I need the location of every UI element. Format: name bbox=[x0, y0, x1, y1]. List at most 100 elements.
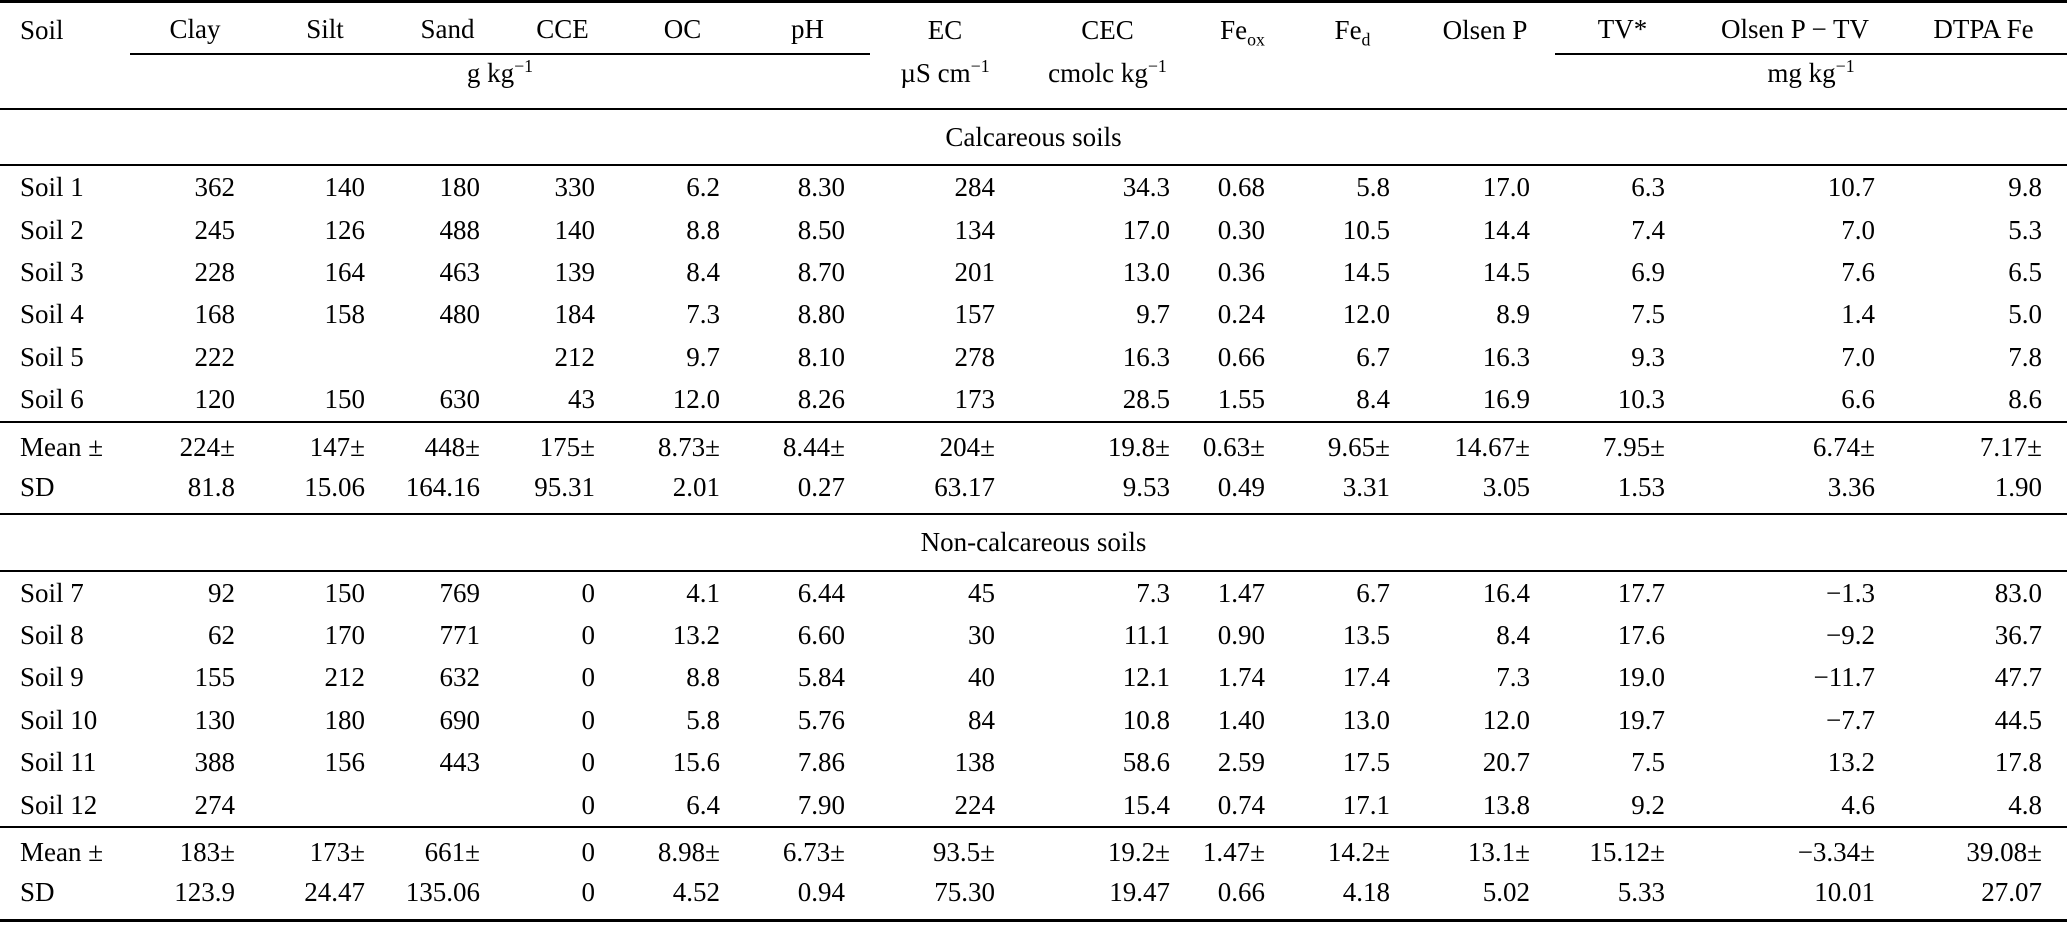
value-cell: 8.80 bbox=[797, 299, 845, 330]
value-cell: 158 bbox=[324, 299, 366, 330]
value-cell: 8.8 bbox=[686, 662, 720, 693]
value-cell: −11.7 bbox=[1813, 662, 1875, 693]
value-cell: 6.60 bbox=[797, 620, 845, 651]
value-cell: 8.70 bbox=[797, 256, 845, 287]
value-cell: 12.0 bbox=[1342, 299, 1390, 330]
value-cell: 7.3 bbox=[686, 299, 720, 330]
value-cell: 632 bbox=[439, 662, 481, 693]
value-cell: 156 bbox=[324, 747, 366, 778]
units-row: g kg−1 µS cm−1 cmolc kg−1 mg kg−1 bbox=[0, 54, 2067, 110]
value-cell: 175± bbox=[505, 420, 620, 467]
value-cell: 8.4 bbox=[1496, 620, 1530, 651]
value-cell: 6.7 bbox=[1356, 577, 1390, 608]
value-cell: 0.66 bbox=[1217, 341, 1265, 372]
value-cell: 362 bbox=[194, 172, 236, 203]
value-cell: 4.6 bbox=[1841, 789, 1875, 820]
value-cell: 0.90 bbox=[1217, 620, 1265, 651]
value-cell: 134 bbox=[954, 214, 996, 245]
value-cell: 14.5 bbox=[1482, 256, 1530, 287]
value-cell bbox=[260, 784, 390, 827]
value-cell: 0 bbox=[505, 826, 620, 873]
value-cell: 3.05 bbox=[1415, 466, 1555, 516]
value-cell: 9.7 bbox=[686, 341, 720, 372]
value-cell: 11.1 bbox=[1123, 620, 1170, 651]
value-cell: 0.27 bbox=[745, 466, 870, 516]
column-header-oc: OC bbox=[620, 1, 745, 56]
value-cell: 130 bbox=[194, 704, 236, 735]
value-cell: 330 bbox=[554, 172, 596, 203]
value-cell: 135.06 bbox=[390, 872, 505, 922]
soil-row: Soil 10 130 180 690 0 5.8 5.76 84 10.8 1.40 13.0 12… bbox=[0, 699, 2067, 741]
value-cell: 10.8 bbox=[1122, 704, 1170, 735]
value-cell: 0 bbox=[581, 662, 596, 693]
unit-exponent: −1 bbox=[1835, 56, 1855, 77]
value-cell: 83.0 bbox=[1994, 577, 2042, 608]
value-cell: 28.5 bbox=[1122, 384, 1170, 415]
row-label: Soil 9 bbox=[20, 662, 84, 693]
value-cell: 224 bbox=[954, 789, 996, 820]
value-cell: 690 bbox=[439, 704, 481, 735]
value-cell: 9.53 bbox=[1020, 466, 1195, 516]
value-cell: 9.2 bbox=[1631, 789, 1665, 820]
value-cell: 62 bbox=[208, 620, 235, 651]
soil-row: Soil 1 362 140 180 330 6.2 8.30 284 34.3 0.68 5.8 1… bbox=[0, 165, 2067, 208]
row-label: Soil 5 bbox=[20, 341, 84, 372]
value-cell: 7.3 bbox=[1136, 577, 1170, 608]
value-cell: 120 bbox=[194, 384, 236, 415]
fed-label: Fe bbox=[1334, 14, 1362, 45]
column-labels-row: Soil Clay Silt Sand CCE OC pH EC CEC Feo… bbox=[0, 1, 2067, 56]
unit-exponent: −1 bbox=[970, 55, 990, 76]
value-cell: 2.59 bbox=[1217, 747, 1265, 778]
unit-text: g kg bbox=[466, 58, 515, 89]
value-cell: 4.1 bbox=[686, 577, 720, 608]
value-cell: 6.5 bbox=[2008, 256, 2042, 287]
value-cell: 274 bbox=[194, 789, 236, 820]
table-header: Soil Clay Silt Sand CCE OC pH EC CEC Feo… bbox=[0, 1, 2067, 110]
unit-exponent: −1 bbox=[514, 56, 534, 77]
value-cell: 0 bbox=[581, 747, 596, 778]
value-cell: 138 bbox=[954, 747, 996, 778]
value-cell: 34.3 bbox=[1122, 172, 1170, 203]
value-cell: 92 bbox=[208, 577, 235, 608]
feox-subscript: ox bbox=[1247, 28, 1265, 49]
value-cell: 93.5± bbox=[870, 826, 1020, 873]
value-cell: 15.6 bbox=[672, 747, 720, 778]
value-cell: 150 bbox=[324, 384, 366, 415]
value-cell: 443 bbox=[439, 747, 481, 778]
value-cell: 164 bbox=[324, 256, 366, 287]
value-cell: 7.17± bbox=[1900, 420, 2067, 467]
value-cell: 1.47 bbox=[1217, 577, 1265, 608]
units-empty-fe bbox=[1195, 54, 1555, 110]
value-cell: 9.3 bbox=[1631, 341, 1665, 372]
value-cell: 5.3 bbox=[2008, 214, 2042, 245]
soil-row: Soil 2 245 126 488 140 8.8 8.50 134 17.0 0.30 10.5… bbox=[0, 209, 2067, 251]
value-cell: 480 bbox=[439, 299, 481, 330]
value-cell: 8.73± bbox=[620, 420, 745, 467]
value-cell: 16.3 bbox=[1482, 341, 1530, 372]
value-cell: 9.65± bbox=[1290, 420, 1415, 467]
sd-row: SD 123.9 24.47 135.06 0 4.52 0.94 75.30 19.47 0.6… bbox=[0, 872, 2067, 922]
value-cell: 1.55 bbox=[1217, 384, 1265, 415]
column-header-ph: pH bbox=[745, 1, 870, 56]
table-body: Calcareous soils Soil 1 362 140 180 330 6.2 8.3… bbox=[0, 108, 2067, 922]
value-cell: 3.36 bbox=[1690, 466, 1900, 516]
value-cell: −9.2 bbox=[1826, 620, 1875, 651]
row-label: SD bbox=[0, 872, 130, 922]
value-cell: 17.8 bbox=[1994, 747, 2042, 778]
unit-text: µS cm bbox=[900, 57, 971, 88]
value-cell: 58.6 bbox=[1122, 747, 1170, 778]
value-cell: 661± bbox=[390, 826, 505, 873]
value-cell: 14.4 bbox=[1482, 214, 1530, 245]
column-header-ec: EC bbox=[927, 14, 963, 45]
value-cell: 8.98± bbox=[620, 826, 745, 873]
value-cell: 13.0 bbox=[1342, 704, 1390, 735]
value-cell: 63.17 bbox=[870, 466, 1020, 516]
row-label: Mean ± bbox=[0, 420, 130, 467]
value-cell: 4.52 bbox=[620, 872, 745, 922]
value-cell: 15.4 bbox=[1122, 789, 1170, 820]
value-cell: 5.8 bbox=[1356, 172, 1390, 203]
value-cell: 19.47 bbox=[1020, 872, 1195, 922]
value-cell: 6.3 bbox=[1631, 172, 1665, 203]
row-label: Mean ± bbox=[0, 826, 130, 873]
section-title-row: Calcareous soils bbox=[0, 108, 2067, 167]
